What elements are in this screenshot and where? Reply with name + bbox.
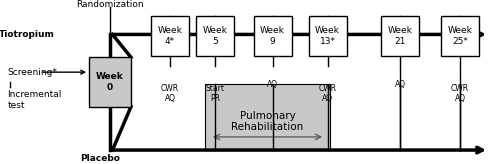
- Text: Incremental
test: Incremental test: [8, 90, 62, 110]
- Text: Pulmonary
Rehabilitation: Pulmonary Rehabilitation: [232, 111, 304, 132]
- Text: Week
25*: Week 25*: [448, 26, 472, 46]
- Bar: [381, 16, 419, 56]
- Text: CWR
AQ: CWR AQ: [318, 84, 336, 103]
- Bar: [441, 16, 479, 56]
- Text: Randomization: Randomization: [76, 0, 144, 9]
- Text: Week
9: Week 9: [260, 26, 285, 46]
- Text: Screening*: Screening*: [8, 68, 58, 77]
- Text: AQ: AQ: [267, 80, 278, 89]
- Text: Week
13*: Week 13*: [315, 26, 340, 46]
- Bar: [254, 16, 292, 56]
- Bar: [308, 16, 346, 56]
- Bar: [205, 84, 330, 150]
- Text: Week
0: Week 0: [96, 72, 124, 92]
- Text: Week
4*: Week 4*: [158, 26, 182, 46]
- Bar: [89, 57, 131, 107]
- Text: Start
PR: Start PR: [206, 84, 225, 103]
- Text: Week
21: Week 21: [388, 26, 412, 46]
- Text: CWR
AQ: CWR AQ: [161, 84, 179, 103]
- Bar: [196, 16, 234, 56]
- Text: Placebo: Placebo: [80, 154, 120, 163]
- Text: AQ: AQ: [394, 80, 406, 89]
- Bar: [151, 16, 189, 56]
- Text: Week
5: Week 5: [202, 26, 228, 46]
- Text: CWR
AQ: CWR AQ: [451, 84, 469, 103]
- Text: Tiotropium: Tiotropium: [0, 30, 55, 39]
